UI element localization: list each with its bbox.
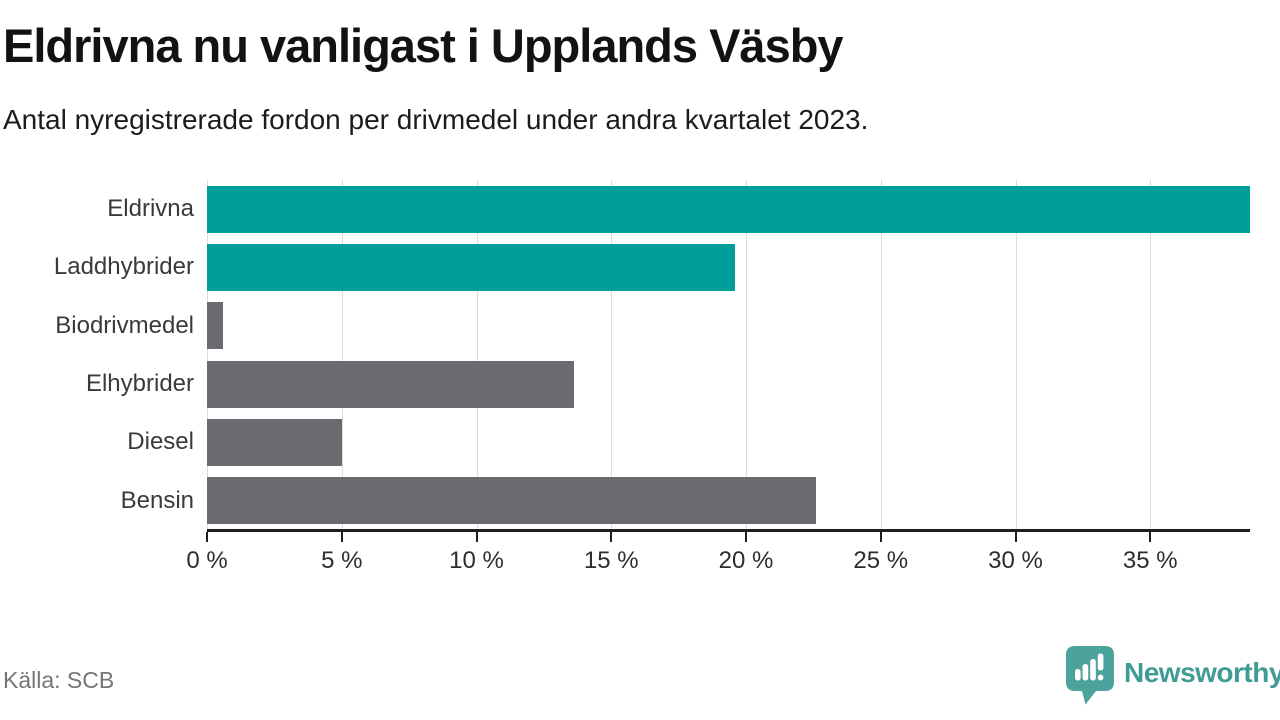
- category-label: Diesel: [127, 428, 194, 456]
- bar-row: Elhybrider: [0, 355, 1250, 413]
- bar-laddhybrider: [207, 243, 736, 291]
- gridline: [341, 180, 343, 530]
- brand-lockup: Newsworthy: [1066, 646, 1280, 705]
- axis-tick: [1014, 532, 1017, 542]
- chart-subtitle: Antal nyregistrerade fordon per drivmede…: [3, 104, 869, 135]
- gridline: [476, 180, 478, 530]
- category-label: Bensin: [120, 486, 194, 514]
- axis-tick: [745, 532, 748, 542]
- axis-tick-label: 25 %: [853, 547, 909, 574]
- bar-eldrivna: [207, 185, 1250, 233]
- x-axis: 0 % 5 % 10 % 15 % 20 % 25 % 30 % 35 %: [186, 529, 1250, 589]
- gridline: [1150, 180, 1152, 530]
- axis-tick: [1149, 532, 1152, 542]
- bar-diesel: [207, 418, 342, 466]
- bar-elhybrider: [207, 360, 574, 408]
- gridline: [880, 180, 882, 530]
- axis-tick-label: 5 %: [321, 547, 363, 574]
- brand-name: Newsworthy: [1124, 657, 1280, 688]
- bar-row: Eldrivna: [0, 180, 1250, 238]
- axis-tick-label: 20 %: [718, 547, 774, 574]
- axis-tick: [340, 532, 343, 542]
- axis-tick-label: 0 %: [186, 547, 228, 574]
- category-label: Laddhybrider: [53, 253, 194, 281]
- bar-biodrivmedel: [207, 302, 224, 350]
- source-note: Källa: SCB: [3, 667, 115, 693]
- chart-title: Eldrivna nu vanligast i Upplands Väsby: [3, 19, 844, 72]
- category-label: Eldrivna: [107, 195, 194, 223]
- bar-row: Laddhybrider: [0, 238, 1250, 296]
- bar-rows: Eldrivna Laddhybrider Biodrivmedel Elhybrid…: [0, 180, 1250, 530]
- bar-track: [207, 360, 1250, 408]
- bar-row: Diesel: [0, 413, 1250, 471]
- gridline: [611, 180, 613, 530]
- axis-tick: [610, 532, 613, 542]
- bar-row: Biodrivmedel: [0, 297, 1250, 355]
- grid-layer: [207, 180, 1250, 530]
- bar-track: [207, 185, 1250, 233]
- bar-track: [207, 477, 1250, 525]
- newsworthy-logo-icon: [1066, 646, 1114, 705]
- axis-tick: [475, 532, 478, 542]
- bar-bensin: [207, 477, 817, 525]
- gridline: [207, 180, 208, 530]
- bar-track: [207, 243, 1250, 291]
- category-label: Elhybrider: [85, 370, 194, 398]
- x-axis-line: [207, 529, 1250, 532]
- axis-tick-label: 15 %: [583, 547, 639, 574]
- bar-row: Bensin: [0, 472, 1250, 530]
- axis-tick-label: 30 %: [988, 547, 1043, 574]
- gridline: [746, 180, 748, 530]
- axis-tick: [879, 532, 882, 542]
- axis-tick: [206, 532, 208, 542]
- gridline: [1015, 180, 1017, 530]
- bar-track: [207, 302, 1250, 350]
- axis-tick-label: 10 %: [449, 547, 504, 574]
- axis-tick-label: 35 %: [1122, 547, 1178, 574]
- bar-track: [207, 418, 1250, 466]
- category-label: Biodrivmedel: [55, 311, 194, 339]
